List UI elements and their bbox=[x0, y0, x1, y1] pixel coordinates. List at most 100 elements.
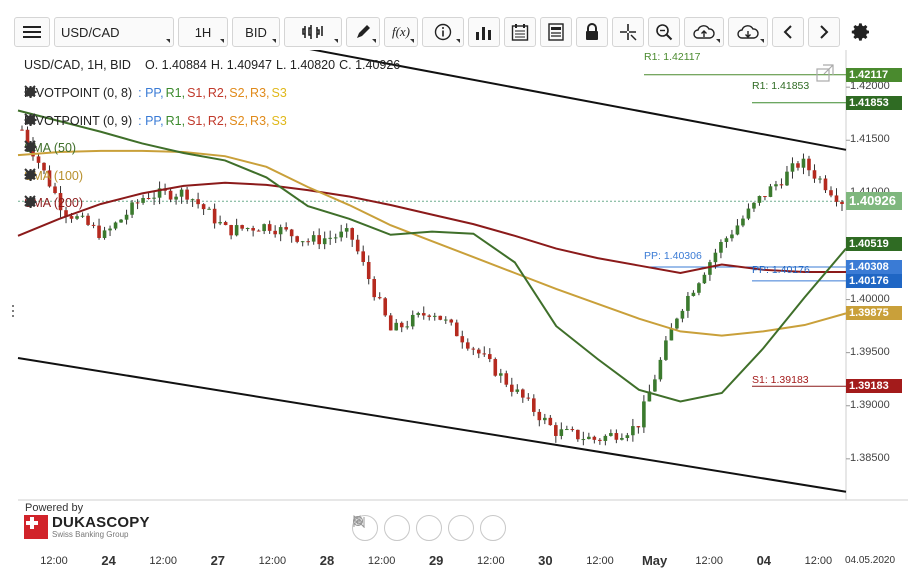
close-icon[interactable] bbox=[24, 140, 116, 156]
draw-tool-button[interactable] bbox=[346, 17, 380, 47]
sma200-legend[interactable]: SMA (200) bbox=[24, 195, 123, 211]
close-icon[interactable] bbox=[24, 85, 333, 101]
candle-body bbox=[311, 235, 316, 242]
candle-body bbox=[146, 198, 151, 200]
candle-body bbox=[598, 439, 602, 441]
candle-body bbox=[405, 326, 410, 328]
candle-body bbox=[75, 216, 79, 219]
pp-annotation-1: PP: 1.40306 bbox=[644, 250, 702, 262]
candle-body bbox=[124, 214, 129, 220]
candle-body bbox=[443, 319, 448, 321]
candle-body bbox=[377, 297, 382, 299]
symbol-select[interactable]: USD/CAD bbox=[54, 17, 174, 47]
timeframe-select[interactable]: 1H bbox=[178, 17, 228, 47]
candle-body bbox=[135, 202, 140, 204]
candle-body bbox=[240, 225, 244, 229]
back-button[interactable] bbox=[772, 17, 804, 47]
close-icon[interactable] bbox=[24, 113, 333, 129]
candle-body bbox=[746, 208, 751, 219]
scroll-right-button[interactable] bbox=[353, 515, 506, 541]
gear-icon[interactable] bbox=[24, 168, 103, 184]
candle-body bbox=[119, 219, 123, 223]
scroll-left-button[interactable] bbox=[352, 515, 378, 541]
candle-body bbox=[394, 322, 399, 331]
candle-body bbox=[179, 189, 184, 197]
sma100-legend[interactable]: SMA (100) bbox=[24, 168, 123, 184]
dukascopy-logo[interactable]: DUKASCOPY Swiss Banking Group bbox=[24, 515, 150, 539]
sma50-legend[interactable]: SMA (50) bbox=[24, 140, 116, 156]
candle-body bbox=[708, 262, 712, 275]
candle-body bbox=[487, 354, 492, 360]
menu-button[interactable] bbox=[14, 17, 50, 47]
gear-icon[interactable] bbox=[24, 113, 311, 129]
upload-button[interactable] bbox=[684, 17, 724, 47]
time-tick-label: 12:00 bbox=[40, 555, 68, 567]
pivot-item-label: S3 bbox=[271, 86, 287, 100]
close-icon[interactable] bbox=[24, 195, 123, 211]
crosshair-icon bbox=[620, 24, 637, 41]
ohlc-close: C. 1.40926 bbox=[339, 58, 401, 72]
candle-body bbox=[757, 196, 762, 203]
bar-chart-button[interactable] bbox=[468, 17, 500, 47]
close-icon[interactable] bbox=[24, 168, 123, 184]
candle-body bbox=[664, 340, 668, 360]
candle-body bbox=[724, 238, 729, 243]
price-tick-label: 1.38500 bbox=[850, 451, 890, 464]
candle-body bbox=[570, 429, 575, 431]
triangle-right-icon bbox=[353, 515, 361, 525]
fit-button[interactable] bbox=[353, 515, 442, 541]
chart-type-button[interactable] bbox=[284, 17, 342, 47]
gear-icon[interactable] bbox=[24, 140, 96, 156]
price-marker-label: 1.39183 bbox=[846, 379, 902, 394]
pp-annotation-2: PP: 1.40176 bbox=[752, 264, 810, 276]
scroll-handle-dot bbox=[12, 315, 14, 317]
zoom-button[interactable] bbox=[648, 17, 680, 47]
download-button[interactable] bbox=[728, 17, 768, 47]
zoom-out-button[interactable] bbox=[353, 515, 410, 541]
candle-body bbox=[735, 225, 740, 235]
magnifier-icon bbox=[656, 24, 673, 41]
forward-button[interactable] bbox=[808, 17, 840, 47]
candle-body bbox=[801, 158, 806, 168]
document-icon bbox=[548, 23, 564, 41]
candle-body bbox=[581, 439, 586, 441]
candle-body bbox=[273, 230, 277, 235]
crosshair-button[interactable] bbox=[612, 17, 644, 47]
candle-body bbox=[625, 435, 630, 439]
zoom-in-button[interactable] bbox=[353, 515, 474, 541]
ohlc-high: H. 1.40947 bbox=[210, 58, 272, 72]
candle-body bbox=[614, 433, 619, 440]
chevron-left-icon bbox=[783, 25, 792, 39]
s1-annotation: S1: 1.39183 bbox=[752, 374, 809, 386]
candle-body bbox=[262, 224, 266, 232]
candle-body bbox=[267, 224, 272, 231]
functions-button[interactable]: f(x) bbox=[384, 17, 418, 47]
candle-body bbox=[631, 426, 635, 436]
pivot-items: : PP, R1, S1, R2, S2, R3, S3 bbox=[138, 114, 289, 128]
candle-body bbox=[476, 349, 481, 354]
candle-body bbox=[554, 425, 558, 436]
candle-body bbox=[251, 228, 255, 231]
candle-body bbox=[680, 310, 685, 319]
gear-icon[interactable] bbox=[24, 85, 311, 101]
popout-icon[interactable] bbox=[816, 64, 834, 82]
calendar-button[interactable] bbox=[504, 17, 536, 47]
info-button[interactable] bbox=[422, 17, 464, 47]
candle-body bbox=[603, 435, 608, 441]
ohlc-open: O. 1.40884 bbox=[144, 58, 207, 72]
report-button[interactable] bbox=[540, 17, 572, 47]
gear-icon[interactable] bbox=[24, 195, 103, 211]
candle-body bbox=[108, 228, 112, 231]
settings-button[interactable] bbox=[844, 17, 878, 47]
pivot-legend-2[interactable]: PIVOTPOINT (0, 9) : PP, R1, S1, R2, S2, R3, S3 bbox=[24, 113, 335, 129]
candle-body bbox=[53, 186, 57, 194]
candle-body bbox=[818, 178, 822, 180]
candle-body bbox=[328, 237, 332, 239]
candle-body bbox=[482, 353, 487, 355]
lock-button[interactable] bbox=[576, 17, 608, 47]
price-type-select[interactable]: BID bbox=[232, 17, 280, 47]
candle-body bbox=[289, 229, 294, 237]
chart-area[interactable]: USD/CAD, 1H, BID O. 1.40884 H. 1.40947 L… bbox=[0, 50, 908, 574]
pivot-legend-1[interactable]: PIVOTPOINT (0, 8) : PP, R1, S1, R2, S2, R3, S3 bbox=[24, 85, 335, 101]
